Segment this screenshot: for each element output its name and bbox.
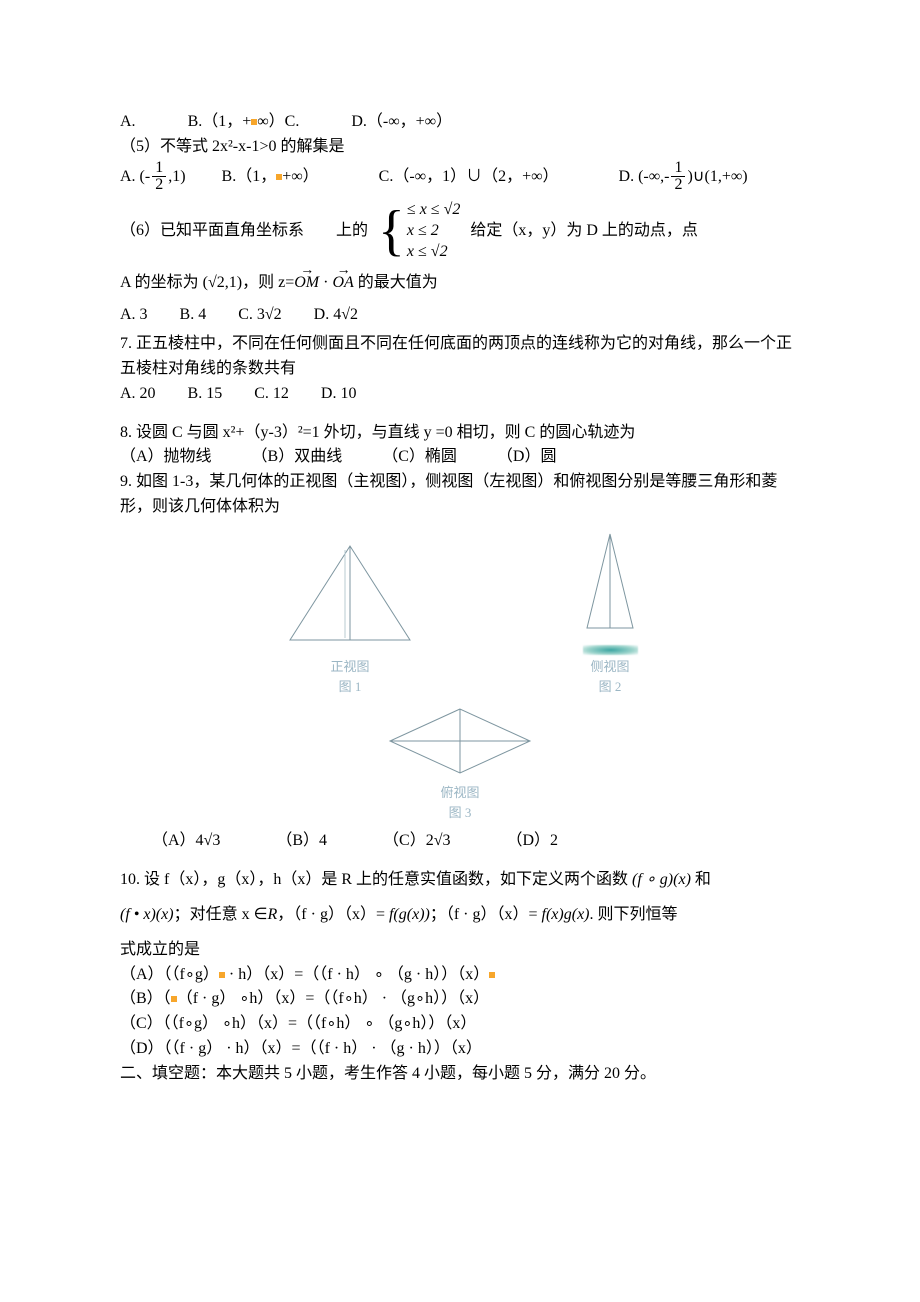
side-view-caption: 侧视图图 2 <box>575 657 645 697</box>
front-view-figure: 正视图图 1 <box>275 540 425 697</box>
q10-optC: （C）（（f∘g） ∘h）（x）=（（f∘h） ∘ （g∘h））（x） <box>120 1012 800 1037</box>
q9-figures: 正视图图 1 侧视图图 2 俯视图图 3 <box>120 528 800 824</box>
triangle-icon <box>275 540 425 655</box>
teal-smudge <box>583 645 638 655</box>
q8-options: （A）抛物线 （B）双曲线 （C）椭圆 （D）圆 <box>120 445 800 470</box>
q5-optD: D. (-∞,-12)∪(1,+∞) <box>619 168 748 185</box>
q8-stem: 8. 设圆 C 与圆 x²+（y-3）²=1 外切，与直线 y =0 相切，则 … <box>120 421 800 446</box>
accent-dot-icon <box>219 972 225 978</box>
vector-OA: →OA <box>332 271 353 296</box>
q7-options: A. 20 B. 15 C. 12 D. 10 <box>120 382 800 407</box>
q5-stem: （5）不等式 2x²-x-1>0 的解集是 <box>120 135 800 160</box>
side-view-figure: 侧视图图 2 <box>575 528 645 697</box>
q10-stem-line1: 10. 设 f（x），g（x），h（x）是 R 上的任意实值函数，如下定义两个函… <box>120 868 800 893</box>
q9-optC: （C）2√3 <box>383 832 450 849</box>
q5-options: A. (-12,1) B.（1，+∞） C.（-∞，1）∪（2，+∞） D. (… <box>120 160 800 195</box>
q6-options: A. 3 B. 4 C. 3√2 D. 4√2 <box>120 303 800 328</box>
q9-options: （A）4√3 （B）4 （C）2√3 （D）2 <box>120 829 800 854</box>
q10-optB: （B）（（f · g） ∘h）（x）=（（f∘h） · （g∘h））（x） <box>120 987 800 1012</box>
q5-optC: C.（-∞，1）∪（2，+∞） <box>379 168 559 185</box>
q9-optD: （D）2 <box>507 832 559 849</box>
accent-dot-icon <box>171 996 177 1002</box>
vector-OM: →OM <box>294 271 319 296</box>
narrow-triangle-icon <box>575 528 645 643</box>
top-view-figure: 俯视图图 3 <box>120 701 800 823</box>
q10-stem-line2: (f • x)(x)；对任意 x ∈R，（f · g）（x）= f(g(x))；… <box>120 903 800 928</box>
accent-dot-icon <box>251 119 257 125</box>
accent-dot-icon <box>489 972 495 978</box>
rhombus-icon <box>375 701 545 781</box>
fraction: 12 <box>671 160 685 195</box>
accent-dot-icon <box>276 174 282 180</box>
q10-optD: （D）（（f · g） · h）（x）=（（f · h） · （g · h））（… <box>120 1037 800 1062</box>
q7-stem: 7. 正五棱柱中，不同在任何侧面且不同在任何底面的两顶点的连线称为它的对角线，那… <box>120 332 800 382</box>
top-view-caption: 俯视图图 3 <box>120 783 800 823</box>
q10-stem-line3: 式成立的是 <box>120 938 800 963</box>
front-view-caption: 正视图图 1 <box>275 657 425 697</box>
q6-stem-line1: （6）已知平面直角坐标系 上的 { ≤ x ≤ √2 x ≤ 2 x ≤ √2 … <box>120 200 800 262</box>
brace-icon: { <box>378 203 405 259</box>
fraction: 12 <box>152 160 166 195</box>
q4-options: A.B.（1，+∞）C.D.（-∞，+∞） <box>120 110 800 135</box>
q5-optB: B.（1，+∞） <box>222 168 319 185</box>
q9-optA: （A）4√3 <box>152 832 220 849</box>
q6-stem-line2: A 的坐标为 (√2,1)，则 z=→OM · →OA 的最大值为 <box>120 271 800 296</box>
q9-stem: 9. 如图 1-3，某几何体的正视图（主视图），侧视图（左视图）和俯视图分别是等… <box>120 470 800 520</box>
section2-heading: 二、填空题：本大题共 5 小题，考生作答 4 小题，每小题 5 分，满分 20 … <box>120 1062 800 1087</box>
piecewise-brace: { ≤ x ≤ √2 x ≤ 2 x ≤ √2 <box>378 200 460 262</box>
q5-optA: A. (-12,1) <box>120 168 190 185</box>
q9-optB: （B）4 <box>276 832 327 849</box>
q10-optA: （A）（（f∘g） · h）（x）=（（f · h） ∘ （g · h））（x） <box>120 963 800 988</box>
